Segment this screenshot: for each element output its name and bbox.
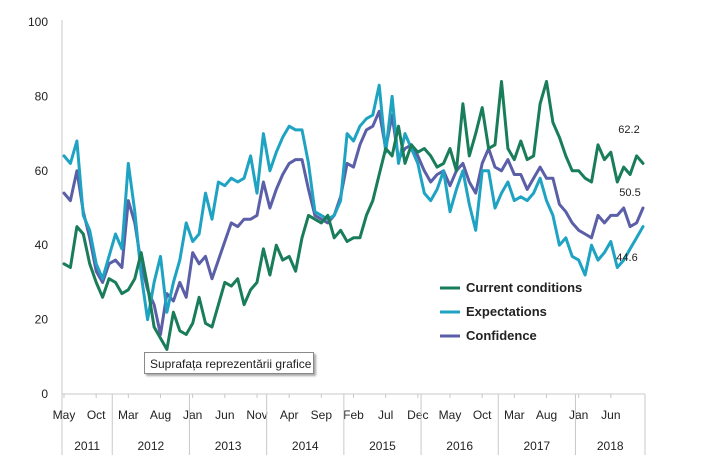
year-label: 2016 — [446, 439, 473, 453]
series-line-current-conditions — [62, 80, 645, 351]
y-tick-label: 40 — [35, 238, 49, 252]
x-tick-label: Jan — [183, 408, 202, 422]
x-tick-label: Jun — [601, 408, 620, 422]
end-value-label: 44.6 — [616, 252, 637, 264]
year-label: 2017 — [523, 439, 550, 453]
y-tick-label: 0 — [41, 387, 48, 401]
end-value-label: 50.5 — [619, 187, 640, 199]
x-tick-label: Mar — [118, 408, 139, 422]
x-tick-label: Jan — [569, 408, 588, 422]
year-label: 2012 — [137, 439, 164, 453]
x-tick-label: Feb — [343, 408, 364, 422]
chart-lines — [62, 80, 645, 351]
chart-legend: Current conditions Expectations Confidence — [440, 280, 582, 343]
series-line-confidence — [62, 109, 645, 336]
x-tick-label: Oct — [473, 408, 492, 422]
x-tick-label: Jul — [378, 408, 393, 422]
year-label: 2014 — [292, 439, 319, 453]
x-tick-label: Oct — [87, 408, 106, 422]
year-label: 2013 — [215, 439, 242, 453]
series-line-expectations — [62, 83, 645, 322]
y-tick-label: 100 — [28, 15, 48, 29]
x-tick-label: Aug — [150, 408, 171, 422]
x-tick-label: Nov — [246, 408, 267, 422]
x-tick-label: Jun — [215, 408, 234, 422]
x-tick-label: Sep — [311, 408, 333, 422]
y-tick-label: 80 — [35, 89, 49, 103]
legend-label: Expectations — [466, 304, 547, 319]
x-tick-label: May — [53, 408, 76, 422]
year-label: 2018 — [597, 439, 624, 453]
chart-end-labels: 62.2 44.6 50.5 — [616, 124, 640, 264]
year-label: 2015 — [369, 439, 396, 453]
chart-area-tooltip: Suprafața reprezentării grafice — [144, 352, 314, 374]
end-value-label: 62.2 — [618, 124, 639, 136]
legend-label: Confidence — [466, 328, 537, 343]
x-tick-label: Dec — [407, 408, 428, 422]
x-tick-label: May — [439, 408, 462, 422]
chart-axes: 0 20 40 60 80 100 May Oct Mar Aug Jan Jun Nov Apr Sep F… — [28, 15, 646, 455]
year-label: 2011 — [74, 439, 100, 453]
x-tick-label: Mar — [504, 408, 525, 422]
x-tick-label: Apr — [280, 408, 299, 422]
legend-label: Current conditions — [466, 280, 582, 295]
y-tick-label: 60 — [35, 164, 49, 178]
y-tick-label: 20 — [35, 313, 49, 327]
x-tick-label: Aug — [536, 408, 557, 422]
